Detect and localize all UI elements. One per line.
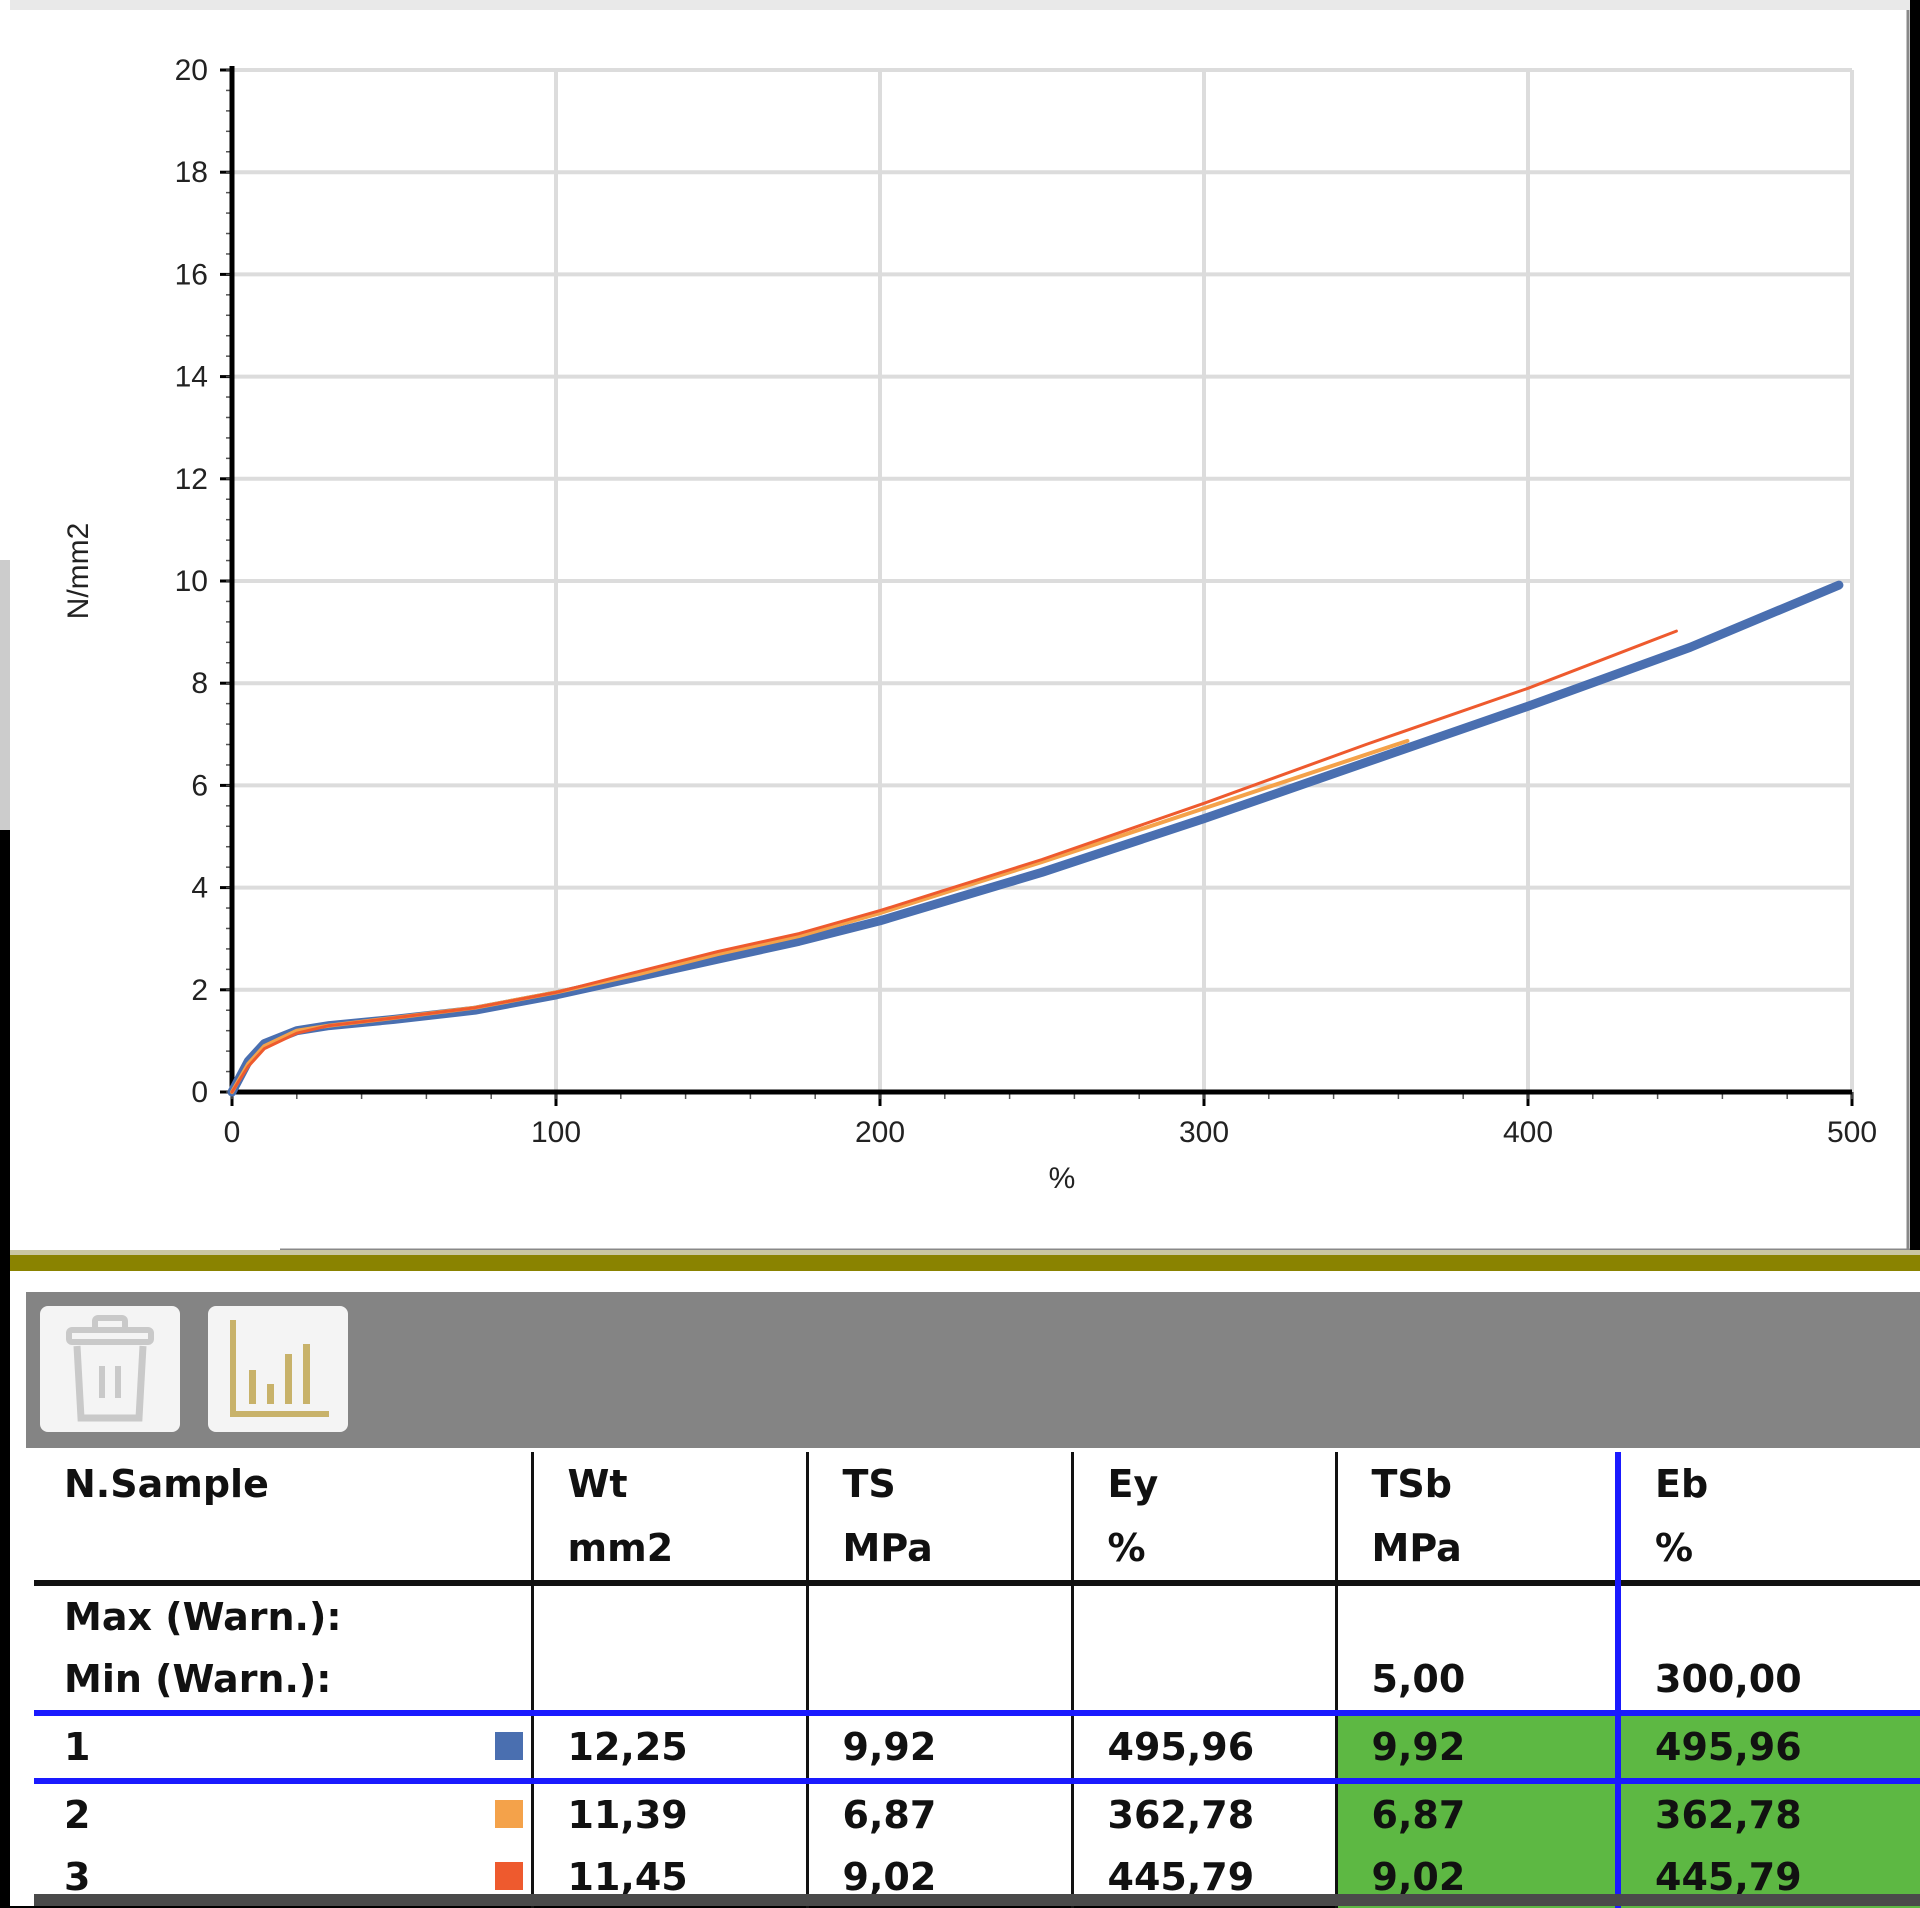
wt-cell: 11,39 (532, 1781, 809, 1846)
x-tick-label: 300 (1179, 1116, 1229, 1149)
stress-strain-chart-panel: 0 2 4 6 8 10 12 14 16 18 20 0 100 200 300 400 500% N/mm2 (10, 0, 1910, 1252)
y-tick-label: 6 (191, 769, 208, 802)
unit-ey: % (1072, 1516, 1338, 1583)
sample-color-swatch (494, 1732, 523, 1760)
y-tick-label: 14 (175, 361, 208, 394)
sample-id-cell: 1 (34, 1713, 534, 1781)
max-warn-ey[interactable] (1072, 1583, 1338, 1648)
min-warn-row: Min (Warn.): 5,00 300,00 (34, 1648, 1920, 1713)
y-axis-title: N/mm2 (62, 523, 95, 620)
min-warn-tsb[interactable]: 5,00 (1336, 1648, 1621, 1713)
x-axis-title: % (1049, 1162, 1076, 1195)
sample-id-cell: 2 (34, 1781, 534, 1846)
sample-color-swatch (494, 1862, 523, 1890)
unit-wt: mm2 (532, 1516, 809, 1583)
eb-cell: 362,78 (1618, 1781, 1920, 1846)
eb-cell: 495,96 (1618, 1713, 1920, 1781)
unit-eb: % (1655, 1526, 1694, 1570)
col-header-sample[interactable]: N.Sample (34, 1452, 534, 1516)
unit-tsb: MPa (1336, 1516, 1621, 1583)
ts-cell: 6,87 (807, 1781, 1074, 1846)
unit-sample (34, 1516, 534, 1583)
wt-cell: 11,45 (532, 1846, 809, 1908)
table-header-row: N.Sample Wt TS Ey TSb Eb (34, 1452, 1920, 1516)
min-warn-ts[interactable] (807, 1648, 1074, 1713)
max-warn-row: Max (Warn.): (34, 1583, 1920, 1648)
y-tick-label: 20 (175, 54, 208, 87)
trash-icon (66, 1315, 154, 1422)
delete-button[interactable] (40, 1306, 180, 1432)
x-tick-label: 200 (855, 1116, 905, 1149)
ts-cell: 9,92 (807, 1713, 1074, 1781)
max-warn-label: Max (Warn.): (34, 1583, 534, 1648)
col-header-ey[interactable]: Ey (1072, 1452, 1338, 1516)
y-tick-label: 16 (175, 258, 208, 291)
y-tick-label: 18 (175, 156, 208, 189)
col-header-ts[interactable]: TS (807, 1452, 1074, 1516)
x-tick-label: 500 (1827, 1116, 1877, 1149)
min-warn-wt[interactable] (532, 1648, 809, 1713)
x-tick-label: 0 (224, 1116, 241, 1149)
chart-button[interactable] (208, 1306, 348, 1432)
tsb-cell: 9,92 (1336, 1713, 1621, 1781)
panel-divider (10, 1250, 1920, 1255)
col-header-tsb[interactable]: TSb (1336, 1452, 1621, 1516)
max-warn-ts[interactable] (807, 1583, 1074, 1648)
y-tick-label: 0 (191, 1076, 208, 1109)
results-table: N.Sample Wt TS Ey TSb Eb mm2 MPa % MPa %… (34, 1452, 1920, 1908)
y-tick-label: 8 (191, 667, 208, 700)
bar-chart-icon (230, 1320, 329, 1417)
table-bottom-border (34, 1894, 1920, 1906)
sample-color-swatch (494, 1800, 523, 1828)
ey-cell: 362,78 (1072, 1781, 1338, 1846)
window-edge (0, 0, 10, 560)
min-warn-eb[interactable]: 300,00 (1655, 1657, 1802, 1701)
y-tick-label: 12 (175, 463, 208, 496)
min-warn-ey[interactable] (1072, 1648, 1338, 1713)
x-tick-label: 400 (1503, 1116, 1553, 1149)
ey-cell: 495,96 (1072, 1713, 1338, 1781)
max-warn-tsb[interactable] (1336, 1583, 1621, 1648)
results-toolbar (26, 1292, 1920, 1448)
max-warn-eb[interactable] (1618, 1583, 1920, 1648)
wt-cell: 12,25 (532, 1713, 809, 1781)
y-tick-label: 4 (191, 872, 208, 905)
series-line-3 (230, 629, 1678, 1094)
col-header-eb[interactable]: Eb (1655, 1462, 1709, 1506)
unit-ts: MPa (807, 1516, 1074, 1583)
panel-splitter[interactable] (10, 1255, 1920, 1271)
max-warn-wt[interactable] (532, 1583, 809, 1648)
table-row[interactable]: 1 12,25 9,92 495,96 9,92 495,96 (34, 1713, 1920, 1781)
col-header-wt[interactable]: Wt (532, 1452, 809, 1516)
x-tick-label: 100 (531, 1116, 581, 1149)
window-edge (0, 560, 10, 830)
table-unit-row: mm2 MPa % MPa % (34, 1516, 1920, 1583)
table-row[interactable]: 2 11,39 6,87 362,78 6,87 362,78 (34, 1781, 1920, 1846)
tsb-cell: 6,87 (1336, 1781, 1621, 1846)
y-tick-label: 2 (191, 974, 208, 1007)
min-warn-label: Min (Warn.): (34, 1648, 534, 1713)
y-tick-label: 10 (175, 565, 208, 598)
